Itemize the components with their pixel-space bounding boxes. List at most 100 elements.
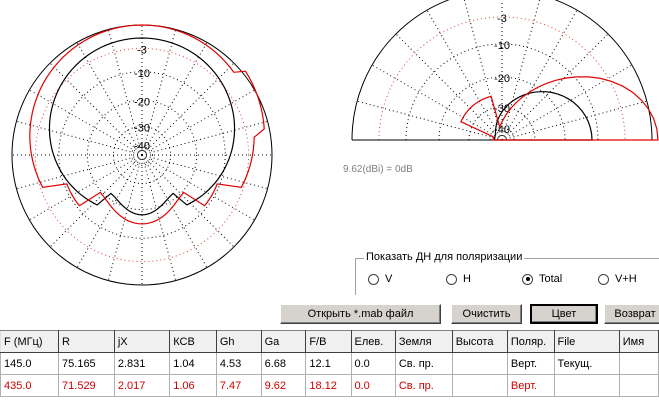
col-header-file[interactable]: File — [553, 330, 620, 353]
grid-spoke — [141, 89, 255, 156]
table-cell[interactable]: 2.831 — [113, 352, 171, 375]
table-cell[interactable]: Св. пр. — [394, 352, 453, 375]
grid-ring — [34, 47, 250, 263]
grid-ring — [351, 0, 653, 141]
grid-spoke — [141, 154, 268, 190]
radio-v[interactable]: V — [368, 273, 392, 285]
grid-spoke — [141, 154, 208, 268]
radio-total-dot[interactable] — [522, 273, 533, 285]
grid-spoke — [141, 154, 235, 248]
results-table: F (МГц) R jX КСВ Gh Ga F/B Елев. Земля В… — [0, 330, 659, 397]
color-button[interactable]: Цвет — [530, 304, 598, 324]
table-cell[interactable]: Верт. — [506, 352, 555, 375]
radio-vh-label: V+H — [615, 273, 637, 285]
table-cell[interactable] — [451, 352, 508, 375]
ring-label: -20 — [494, 73, 510, 85]
table-cell[interactable]: Верт. — [506, 374, 555, 397]
elevation-pattern-plot: -3 -10 -20 -30 -40 — [351, 0, 659, 141]
open-mab-file-button[interactable]: Открыть *.mab файл — [280, 304, 441, 324]
grid-spoke — [107, 29, 143, 156]
radio-h[interactable]: H — [446, 273, 471, 285]
col-header-r[interactable]: R — [58, 330, 115, 353]
table-cell[interactable]: Св. пр. — [394, 374, 453, 397]
grid-spoke — [141, 120, 268, 156]
elevation-curve-435 — [460, 76, 659, 141]
grid-spoke — [16, 154, 143, 190]
grid-spoke — [49, 62, 143, 156]
grid-spoke — [501, 9, 578, 141]
col-header-gh[interactable]: Gh — [215, 330, 262, 353]
table-cell[interactable]: 1.06 — [169, 374, 217, 397]
table-cell[interactable]: 75.165 — [58, 352, 115, 375]
table-cell[interactable] — [618, 352, 659, 375]
grid-spoke — [501, 33, 609, 141]
ring-label: -3 — [497, 13, 507, 25]
radio-h-dot[interactable] — [446, 273, 457, 285]
grid-spoke — [107, 154, 143, 281]
table-row[interactable]: 145.0 75.165 2.831 1.04 4.53 6.68 12.1 0… — [0, 352, 659, 375]
col-header-elev[interactable]: Елев. — [350, 330, 396, 353]
col-header-swr[interactable]: КСВ — [169, 330, 217, 353]
ring-label: -30 — [494, 103, 510, 115]
radio-v-dot[interactable] — [368, 273, 379, 285]
grid-spoke — [426, 9, 503, 141]
table-cell[interactable]: 12.1 — [305, 352, 352, 375]
col-header-name[interactable]: Имя — [618, 330, 659, 353]
grid-spoke — [49, 154, 143, 248]
grid-ring — [438, 76, 566, 141]
table-cell[interactable] — [451, 374, 508, 397]
col-header-fb[interactable]: F/B — [305, 330, 352, 353]
table-cell[interactable]: 7.47 — [215, 374, 262, 397]
grid-spoke — [501, 0, 541, 141]
pattern-plots: -3 -10 -20 -30 -40 -3 -10 -20 -30 -40 — [11, 0, 659, 286]
table-cell[interactable]: 1.04 — [169, 352, 217, 375]
ring-label: -10 — [494, 40, 510, 52]
col-header-height[interactable]: Высота — [451, 330, 508, 353]
table-cell[interactable]: 18.12 — [305, 374, 352, 397]
azimuth-pattern-plot: -3 -10 -20 -30 -40 — [11, 24, 273, 286]
grid-spoke — [141, 42, 208, 156]
ring-label: -30 — [134, 122, 150, 134]
col-header-freq[interactable]: F (МГц) — [0, 330, 60, 353]
table-cell[interactable]: 2.017 — [113, 374, 171, 397]
grid-spoke — [141, 154, 255, 221]
grid-spoke — [29, 154, 143, 221]
polarization-group: Показать ДН для поляризации V H Total V+… — [355, 251, 659, 295]
ring-label: -40 — [134, 141, 150, 153]
col-header-jx[interactable]: jX — [113, 330, 171, 353]
polarization-legend: Показать ДН для поляризации — [364, 251, 525, 263]
table-row[interactable]: 435.0 71.529 2.017 1.06 7.47 9.62 18.12 … — [0, 374, 659, 397]
radio-total[interactable]: Total — [522, 273, 562, 285]
table-cell[interactable]: 6.68 — [260, 352, 307, 375]
col-header-ga[interactable]: Ga — [260, 330, 307, 353]
table-cell[interactable]: 435.0 — [0, 374, 60, 397]
table-cell[interactable]: 0.0 — [350, 352, 396, 375]
table-cell[interactable] — [553, 374, 620, 397]
ring-label: -3 — [137, 44, 147, 56]
col-header-ground[interactable]: Земля — [394, 330, 453, 353]
radio-vh[interactable]: V+H — [598, 273, 637, 285]
pattern-curve-145 — [48, 37, 236, 216]
table-cell[interactable]: 145.0 — [0, 352, 60, 375]
grid-spoke — [371, 64, 503, 141]
grid-spoke — [141, 29, 177, 156]
grid-ring — [58, 71, 226, 239]
grid-spoke — [141, 154, 177, 281]
table-cell[interactable]: 9.62 — [260, 374, 307, 397]
table-cell[interactable]: Текущ. — [553, 352, 620, 375]
table-cell[interactable]: 71.529 — [58, 374, 115, 397]
col-header-pol[interactable]: Поляр. — [506, 330, 555, 353]
radio-vh-dot[interactable] — [598, 273, 609, 285]
grid-spoke — [395, 33, 503, 141]
grid-spoke — [16, 120, 143, 156]
ring-label: -10 — [134, 68, 150, 80]
radio-v-label: V — [385, 273, 393, 285]
elevation-curve-145 — [493, 91, 593, 141]
clear-button[interactable]: Очистить — [451, 304, 522, 324]
table-cell[interactable]: 0.0 — [350, 374, 396, 397]
grid-ring — [405, 43, 599, 141]
table-cell[interactable] — [618, 374, 659, 397]
table-cell[interactable]: 4.53 — [215, 352, 262, 375]
back-button[interactable]: Возврат — [604, 304, 659, 324]
grid-ring — [86, 99, 198, 211]
